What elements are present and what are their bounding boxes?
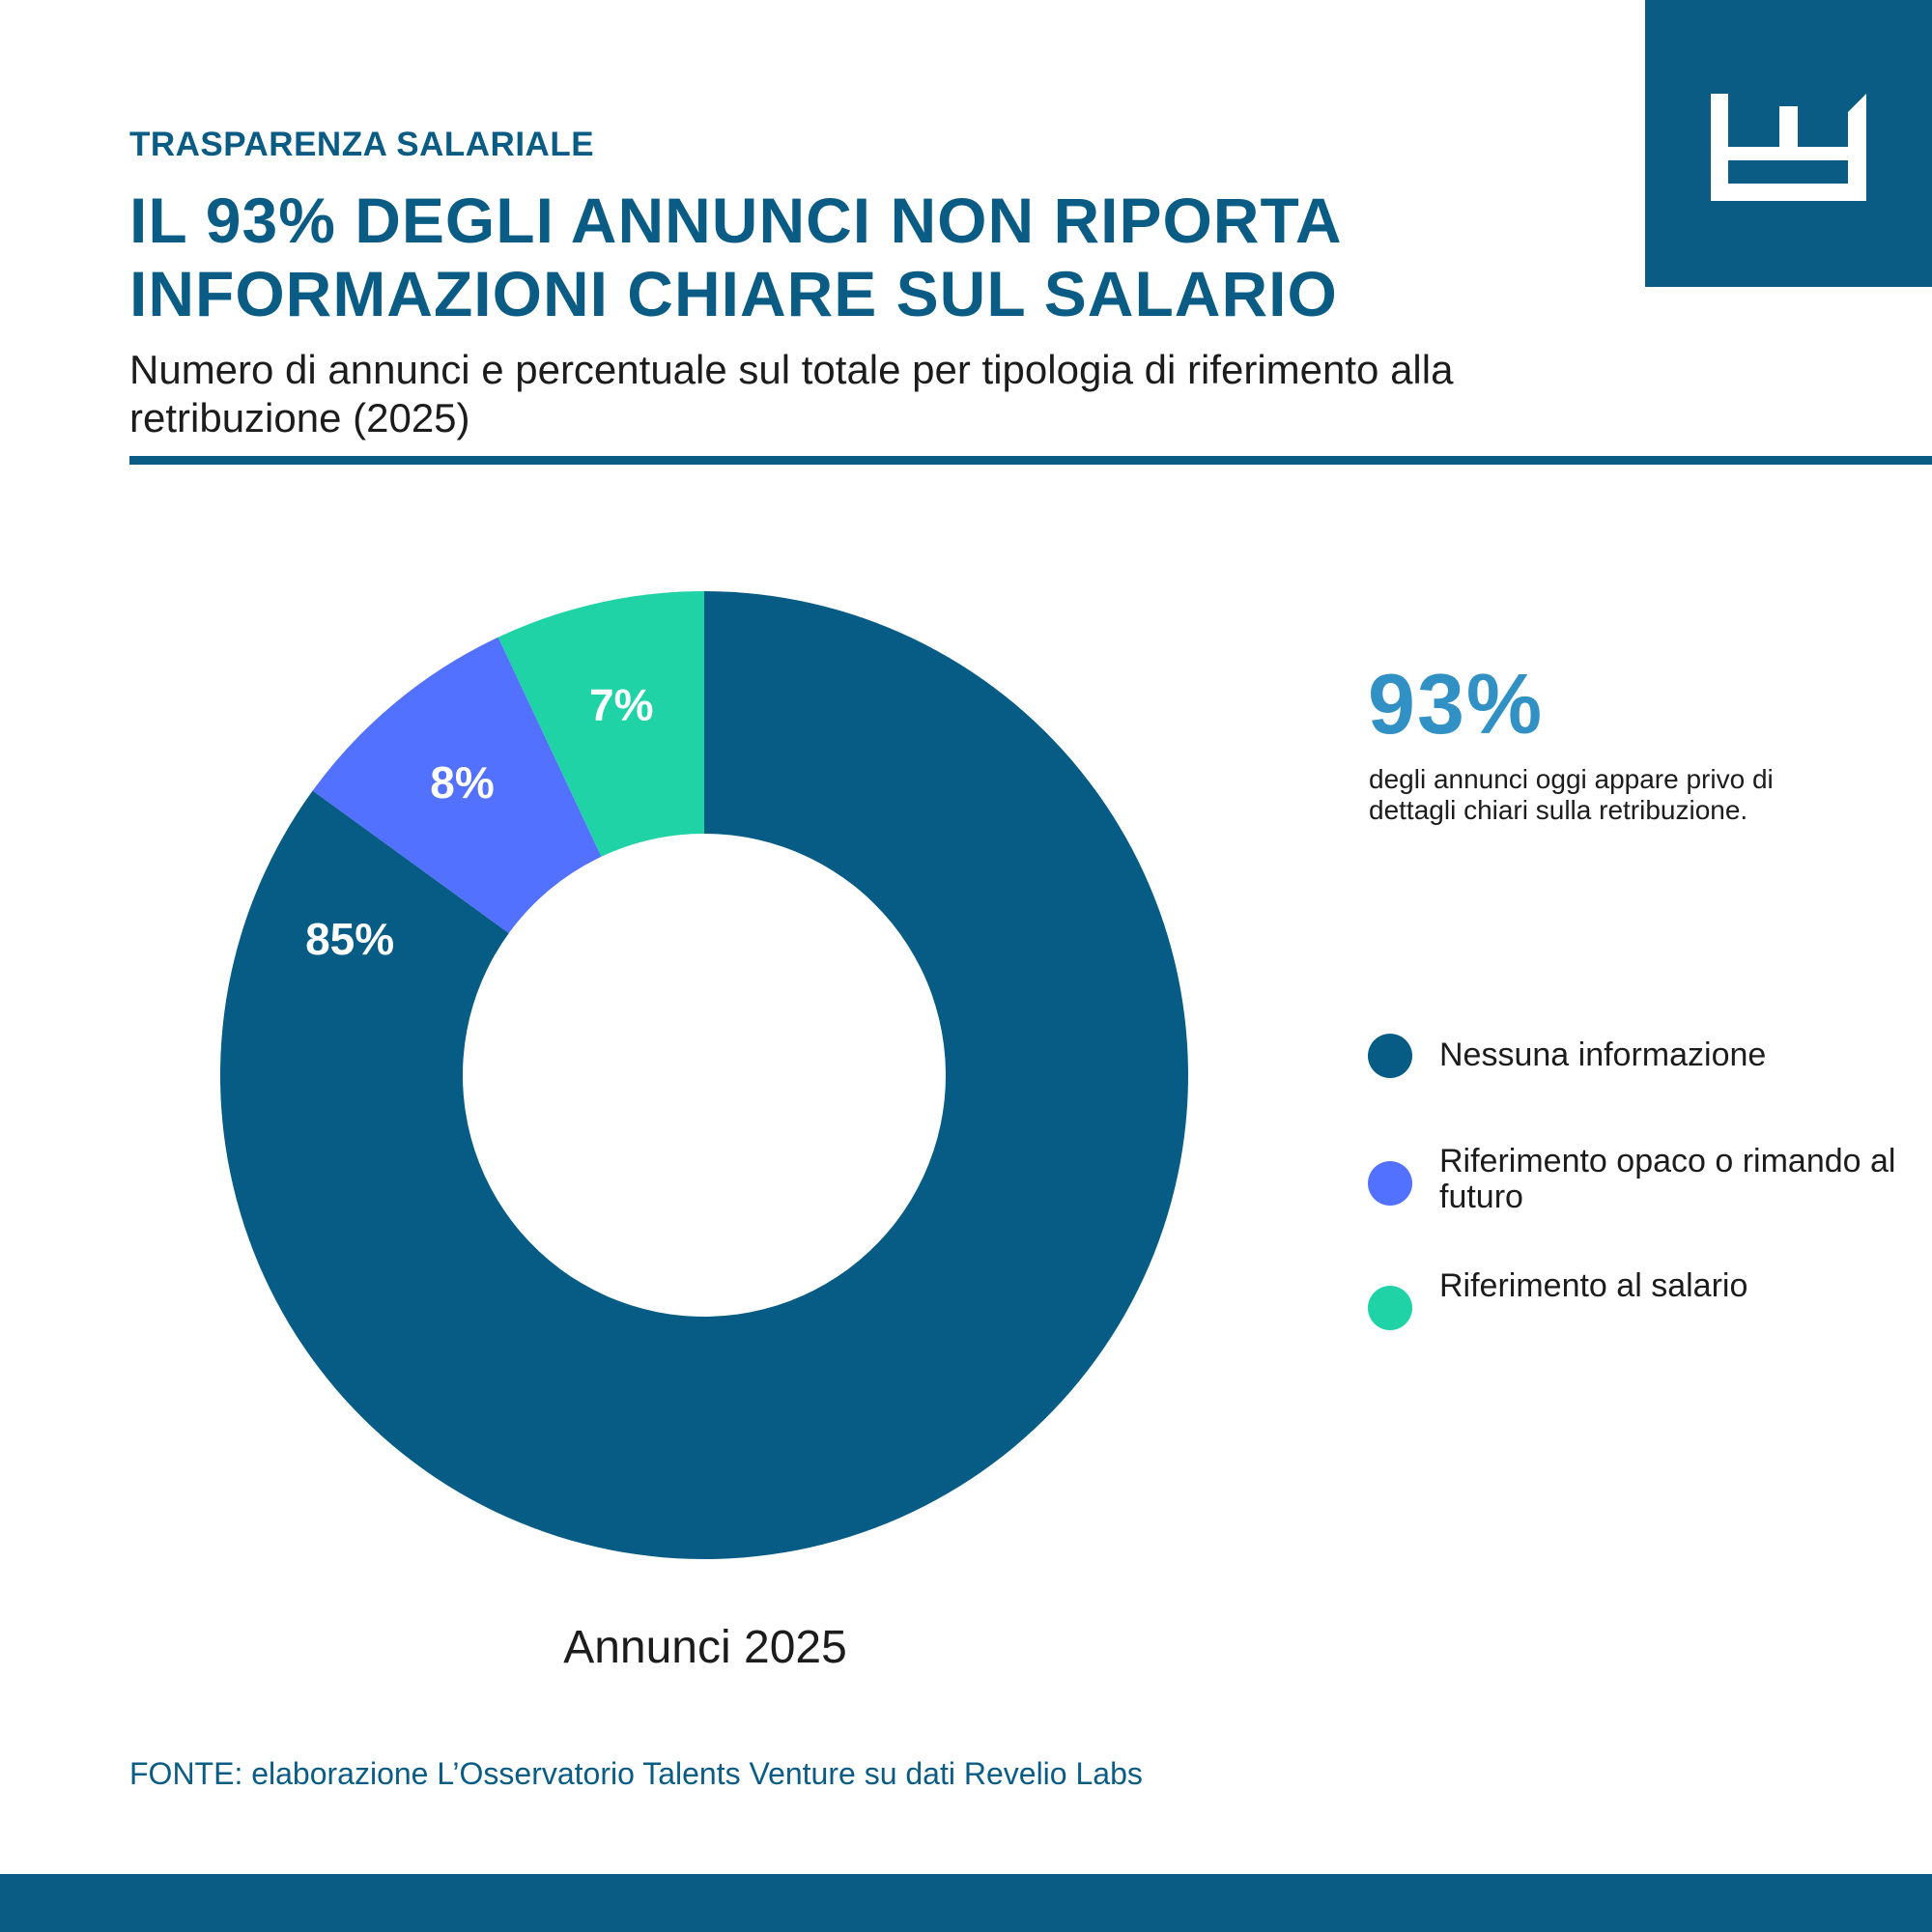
header-divider <box>129 456 1932 465</box>
donut-slice <box>312 637 602 934</box>
highlight-description: degli annunci oggi appare privo di detta… <box>1369 764 1774 825</box>
section-kicker: TRASPARENZA SALARIALE <box>129 126 595 163</box>
donut-slice <box>497 591 704 857</box>
legend-label: Riferimento opaco o rimando al futuro <box>1439 1143 1896 1215</box>
chart-caption: Annunci 2025 <box>563 1622 847 1673</box>
page-subtitle: Numero di annunci e percentuale sul tota… <box>129 347 1454 440</box>
crown-castle-logo-icon <box>1711 94 1866 201</box>
legend-swatch <box>1368 1034 1412 1078</box>
slice-label: 7% <box>589 679 653 729</box>
slice-label: 85% <box>305 914 394 964</box>
legend-label: Riferimento al salario <box>1439 1267 1748 1304</box>
footer-bar <box>0 1874 1932 1932</box>
source-note: FONTE: elaborazione L’Osservatorio Talen… <box>129 1756 1143 1791</box>
legend-label: Nessuna informazione <box>1439 1037 1767 1073</box>
donut-slice <box>220 591 1189 1559</box>
legend-swatch <box>1368 1161 1412 1206</box>
brand-logo <box>1645 0 1932 287</box>
slice-label: 8% <box>430 757 494 808</box>
legend-swatch <box>1368 1286 1412 1330</box>
donut-chart: 85% 8% 7% <box>220 591 1189 1559</box>
highlight-value: 93% <box>1368 656 1545 752</box>
page-title: IL 93% DEGLI ANNUNCI NON RIPORTA INFORMA… <box>129 185 1341 329</box>
